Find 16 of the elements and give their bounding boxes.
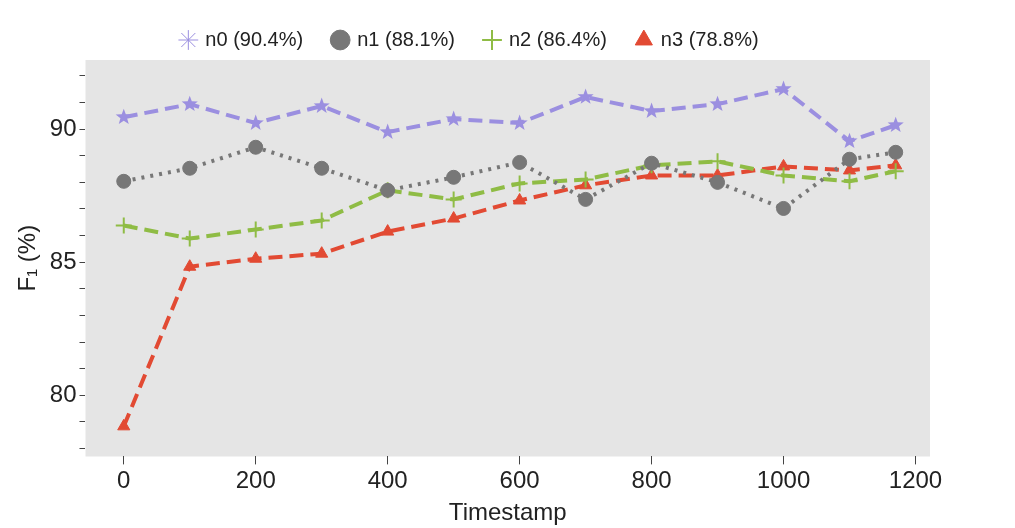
- x-tick-label: 800: [631, 466, 672, 494]
- y-tick-label: 90: [49, 113, 77, 141]
- x-tick-label: 400: [367, 466, 408, 494]
- legend-label: n0 (90.4%): [205, 27, 304, 50]
- y-tick-label: 85: [49, 246, 77, 274]
- x-axis-title: Timestamp: [448, 498, 567, 526]
- legend-label: n1 (88.1%): [357, 27, 456, 50]
- y-tick-label: 80: [49, 379, 77, 407]
- x-tick-label: 600: [499, 466, 540, 494]
- x-tick-label: 0: [117, 466, 131, 494]
- x-tick-label: 200: [235, 466, 276, 494]
- y-axis-title: F₁ (%): [13, 224, 41, 292]
- legend-label: n3 (78.8%): [660, 27, 759, 50]
- legend-label: n2 (86.4%): [509, 27, 607, 50]
- x-tick-label: 1200: [888, 466, 943, 494]
- x-tick-label: 1000: [756, 466, 811, 494]
